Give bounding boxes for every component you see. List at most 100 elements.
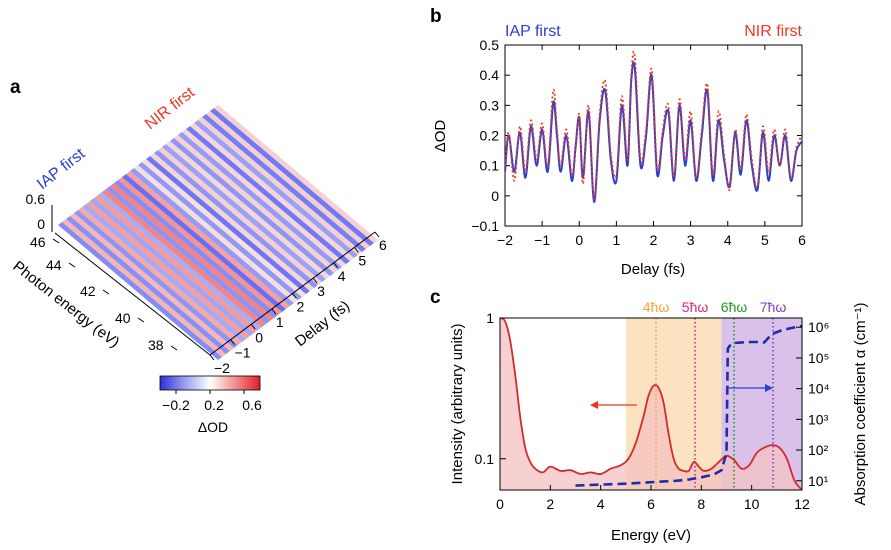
surface-stripe-31 [182, 129, 346, 267]
iap-first-label-b: IAP first [505, 23, 561, 40]
surface-stripe-38 [210, 108, 374, 246]
b-xtick-5: 3 [687, 232, 695, 248]
delay-tick-mark-0 [209, 354, 215, 361]
surface-stripe-22 [146, 156, 310, 294]
c-rtick-3: 10⁴ [808, 381, 830, 397]
plot-c-xlabel: Energy (eV) [611, 527, 691, 544]
colorbar-tick-label-2: 0.6 [242, 397, 262, 413]
b-xtick-7: 5 [761, 232, 769, 248]
surface-stripe-37 [206, 111, 370, 249]
c-ltick-0: 1 [486, 310, 494, 326]
b-xtick-6: 4 [724, 232, 732, 248]
surface-stripe-13 [110, 183, 274, 321]
surface-stripe-8 [90, 198, 254, 336]
delay-tick-6: 4 [338, 268, 346, 284]
panel-c: c 0 2 4 6 8 10 12 1 0.1 10¹ 10² 10³ 10⁴ 10⁵ 10⁶ 4ħω 5ħω… [430, 287, 869, 544]
b-ytick-1: 0 [491, 188, 499, 204]
surface-stripes [58, 105, 378, 360]
surface-stripe-28 [170, 138, 334, 276]
surface-stripe-18 [130, 168, 294, 306]
c-xtick-0: 0 [496, 496, 504, 512]
panel-b: b −2 −1 0 1 2 3 4 5 6 −0.1 0 0.1 0.2 0.3 0.4 0.5 IAP fi… [430, 6, 806, 278]
z-tick-1: 0 [37, 216, 45, 232]
surface-stripe-29 [174, 135, 338, 273]
energy-axis-label: Photon energy (eV) [10, 258, 123, 351]
delay-tick-mark-3 [271, 308, 277, 315]
harmonic-labels: 4ħω 5ħω 6ħω 7ħω [643, 299, 787, 315]
c-ltick-1: 0.1 [475, 451, 495, 467]
colorbar [159, 375, 261, 391]
surface-stripe-24 [154, 150, 318, 288]
nir-first-label-b: NIR first [744, 23, 802, 40]
b-xtick-1: −1 [534, 232, 550, 248]
b-ytick-4: 0.3 [480, 97, 500, 113]
energy-axis-line [54, 232, 211, 356]
panel-c-label: c [430, 287, 441, 308]
harmonic-label-3: 7ħω [760, 299, 787, 315]
energy-tick-3: 40 [115, 310, 131, 326]
plot-b-ylabel: ΔOD [432, 120, 449, 153]
intensity-fill [500, 318, 802, 490]
delay-tick-mark-5 [312, 277, 318, 284]
delay-tick-mark-6 [333, 262, 339, 269]
surface-stripe-30 [178, 132, 342, 270]
c-rtick-0: 10¹ [808, 473, 829, 489]
surface-stripe-7 [86, 201, 250, 339]
delay-tick-mark-4 [292, 293, 297, 299]
delay-tick-2: 0 [255, 329, 263, 345]
energy-tick-mark-0 [52, 238, 60, 244]
surface-stripe-1 [62, 219, 226, 357]
colorbar-label: ΔOD [198, 419, 228, 435]
delay-tick-3: 1 [276, 314, 284, 330]
surface-stripe-19 [134, 165, 298, 303]
plot-b-frame [504, 44, 803, 227]
surface-stripe-0 [58, 222, 222, 360]
panel-a-label: a [10, 77, 21, 98]
harmonic-label-0: 4ħω [643, 299, 670, 315]
series-nir-first [505, 50, 802, 200]
surface-stripe-12 [106, 186, 270, 324]
delay-tick-4: 2 [297, 299, 305, 315]
arrow-left-head [590, 401, 598, 409]
plot-c-ylabel-left: Intensity (arbitrary units) [449, 324, 466, 485]
plot-c-ticks: 0 2 4 6 8 10 12 1 0.1 10¹ 10² 10³ 10⁴ 10⁵ 10⁶ [475, 310, 830, 512]
b-xtick-3: 1 [612, 232, 620, 248]
b-ytick-0: −0.1 [471, 218, 499, 234]
surface-stripe-6 [82, 204, 246, 342]
c-xtick-2: 4 [597, 496, 605, 512]
surface-stripe-33 [190, 123, 354, 261]
surface-stripe-17 [126, 171, 290, 309]
surface-stripe-9 [94, 195, 258, 333]
delay-tick-mark-2 [250, 323, 256, 330]
energy-tick-mark-1 [68, 262, 76, 268]
surface-stripe-4 [74, 210, 238, 348]
c-xtick-6: 12 [794, 496, 810, 512]
surface-stripe-39 [214, 105, 378, 243]
b-xtick-0: −2 [497, 232, 513, 248]
iap-first-label-a: IAP first [34, 145, 89, 193]
surface-stripe-16 [122, 174, 286, 312]
energy-tick-0: 46 [30, 234, 46, 250]
energy-tick-mark-4 [170, 345, 178, 351]
surface-stripe-36 [202, 114, 366, 252]
surface-stripe-3 [70, 213, 234, 351]
surface-stripe-11 [102, 189, 266, 327]
delay-tick-0: −2 [214, 360, 230, 376]
delay-tick-7: 5 [358, 252, 366, 268]
surface-stripe-25 [158, 147, 322, 285]
b-ytick-2: 0.1 [480, 158, 500, 174]
harmonic-label-1: 5ħω [682, 299, 709, 315]
c-xtick-3: 6 [647, 496, 655, 512]
delay-tick-mark-8 [374, 231, 380, 238]
surface-stripe-21 [142, 159, 306, 297]
c-rtick-5: 10⁶ [808, 319, 829, 335]
plot-b-ticks: −2 −1 0 1 2 3 4 5 6 −0.1 0 0.1 0.2 0.3 0.4 0.5 [471, 37, 806, 248]
delay-tick-1: −1 [235, 345, 251, 361]
surface-stripe-23 [150, 153, 314, 291]
surface-stripe-5 [78, 207, 242, 345]
harmonic-label-2: 6ħω [721, 299, 748, 315]
energy-tick-mark-2 [102, 289, 110, 295]
